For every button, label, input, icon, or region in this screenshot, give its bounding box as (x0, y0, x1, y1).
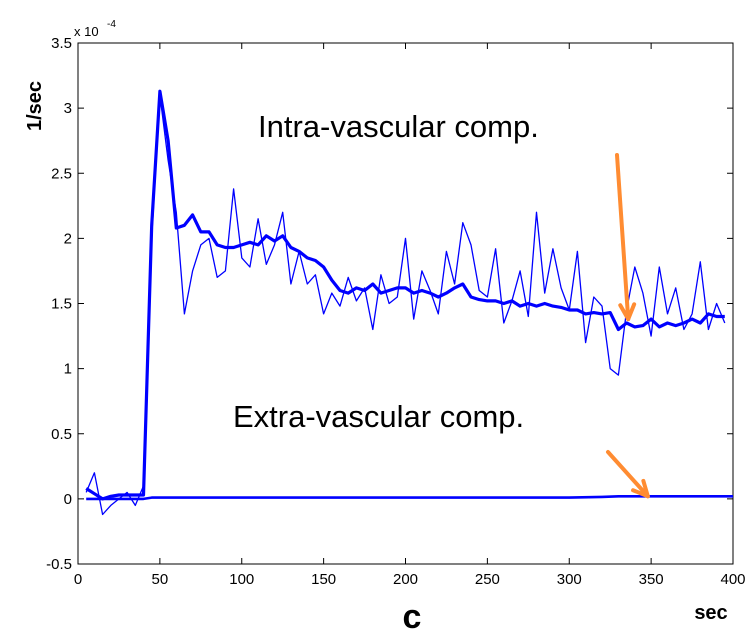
y-exponent-base: x 10 (74, 24, 99, 39)
x-tick-label: 50 (152, 571, 169, 588)
panel-label: c (403, 598, 422, 636)
x-tick-labels: 0 50 100 150 200 250 300 350 400 (74, 571, 746, 588)
x-tick-label: 250 (475, 571, 500, 588)
y-tick-label: 1 (64, 361, 72, 378)
y-tick-label: 1.5 (51, 296, 72, 313)
tick-marks (77, 42, 734, 565)
y-tick-labels: -0.5 0 0.5 1 1.5 2 2.5 3 3.5 (46, 35, 72, 573)
x-tick-label: 350 (639, 571, 664, 588)
y-exponent-power: -4 (107, 19, 116, 30)
series-layer (85, 89, 733, 516)
y-tick-label: 0 (64, 491, 72, 508)
y-tick-label: 0.5 (51, 426, 72, 443)
annotation-extra-vascular: Extra-vascular comp. (233, 399, 524, 434)
annotation-arrow-head (618, 302, 637, 322)
annotation-arrow-head (631, 478, 650, 499)
annotation-arrow-shaft (606, 450, 650, 499)
plot-area (77, 42, 734, 565)
annotation-arrows (606, 153, 650, 499)
y-tick-label: 2.5 (51, 165, 72, 182)
x-tick-label: 400 (720, 571, 745, 588)
y-tick-label: -0.5 (46, 556, 72, 573)
y-tick-label: 3.5 (51, 35, 72, 52)
y-axis-label: 1/sec (24, 81, 46, 131)
x-tick-label: 0 (74, 571, 82, 588)
x-tick-label: 200 (393, 571, 418, 588)
x-tick-label: 300 (557, 571, 582, 588)
series-line-intra-vascular-fit (85, 89, 725, 501)
series-line-raw (85, 94, 726, 516)
x-tick-label: 100 (229, 571, 254, 588)
series-line-extra-vascular-fit (86, 494, 733, 501)
x-tick-label: 150 (311, 571, 336, 588)
y-tick-label: 2 (64, 230, 72, 247)
y-tick-label: 3 (64, 100, 72, 117)
x-axis-label: sec (694, 602, 727, 624)
annotation-intra-vascular: Intra-vascular comp. (258, 109, 539, 144)
annotation-arrow-shaft (615, 153, 631, 322)
